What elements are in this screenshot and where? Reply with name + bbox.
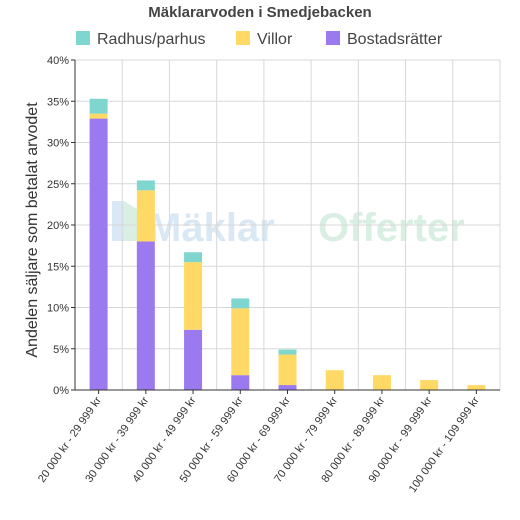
- y-tick-label: 40%: [47, 55, 69, 67]
- bar-segment: [278, 354, 297, 386]
- bar-segment: [136, 190, 155, 242]
- legend-swatch: [326, 31, 340, 45]
- bar-segment: [420, 380, 439, 390]
- y-tick-label: 15%: [47, 261, 69, 273]
- legend-swatch: [76, 31, 90, 45]
- bar-segment: [89, 98, 108, 114]
- bar-segment: [184, 329, 203, 390]
- bar-segment: [278, 349, 297, 355]
- y-tick-label: 5%: [53, 344, 69, 356]
- bar-segment: [136, 241, 155, 390]
- bar-segment: [184, 262, 203, 330]
- legend-label: Radhus/parhus: [97, 31, 206, 48]
- bar-segment: [231, 308, 250, 376]
- y-tick-label: 30%: [47, 138, 69, 150]
- y-tick-label: 0%: [53, 385, 69, 397]
- y-axis-label: Andelen säljare som betalat arvodet: [24, 102, 41, 358]
- bar-segment: [372, 375, 391, 390]
- bar-segment: [325, 370, 344, 390]
- bar-segment: [89, 118, 108, 390]
- bars: [89, 98, 486, 390]
- y-tick-label: 35%: [47, 96, 69, 108]
- legend-label: Bostadsrätter: [347, 31, 443, 48]
- watermark-text-2: Offerter: [318, 206, 465, 250]
- chart-title: Mäklararvoden i Smedjebacken: [148, 4, 371, 21]
- bar-segment: [184, 252, 203, 263]
- y-tick-label: 25%: [47, 179, 69, 191]
- y-tick-label: 10%: [47, 303, 69, 315]
- watermark-text-1: Mäklar: [148, 206, 275, 250]
- bar-segment: [467, 385, 486, 390]
- watermark-logo-left: [112, 201, 124, 241]
- y-tick-label: 20%: [47, 220, 69, 232]
- legend: Radhus/parhus Villor Bostadsrätter: [76, 31, 443, 48]
- legend-swatch: [236, 31, 250, 45]
- bar-segment: [278, 385, 297, 390]
- bar-segment: [89, 113, 108, 119]
- bar-segment: [136, 180, 155, 191]
- y-axis: 0% 5% 10% 15% 20% 25% 30% 35% 40%: [47, 55, 76, 397]
- bar-segment: [231, 375, 250, 390]
- legend-label: Villor: [257, 31, 293, 48]
- bar-segment: [231, 298, 250, 309]
- watermark-logo-right: [124, 201, 140, 241]
